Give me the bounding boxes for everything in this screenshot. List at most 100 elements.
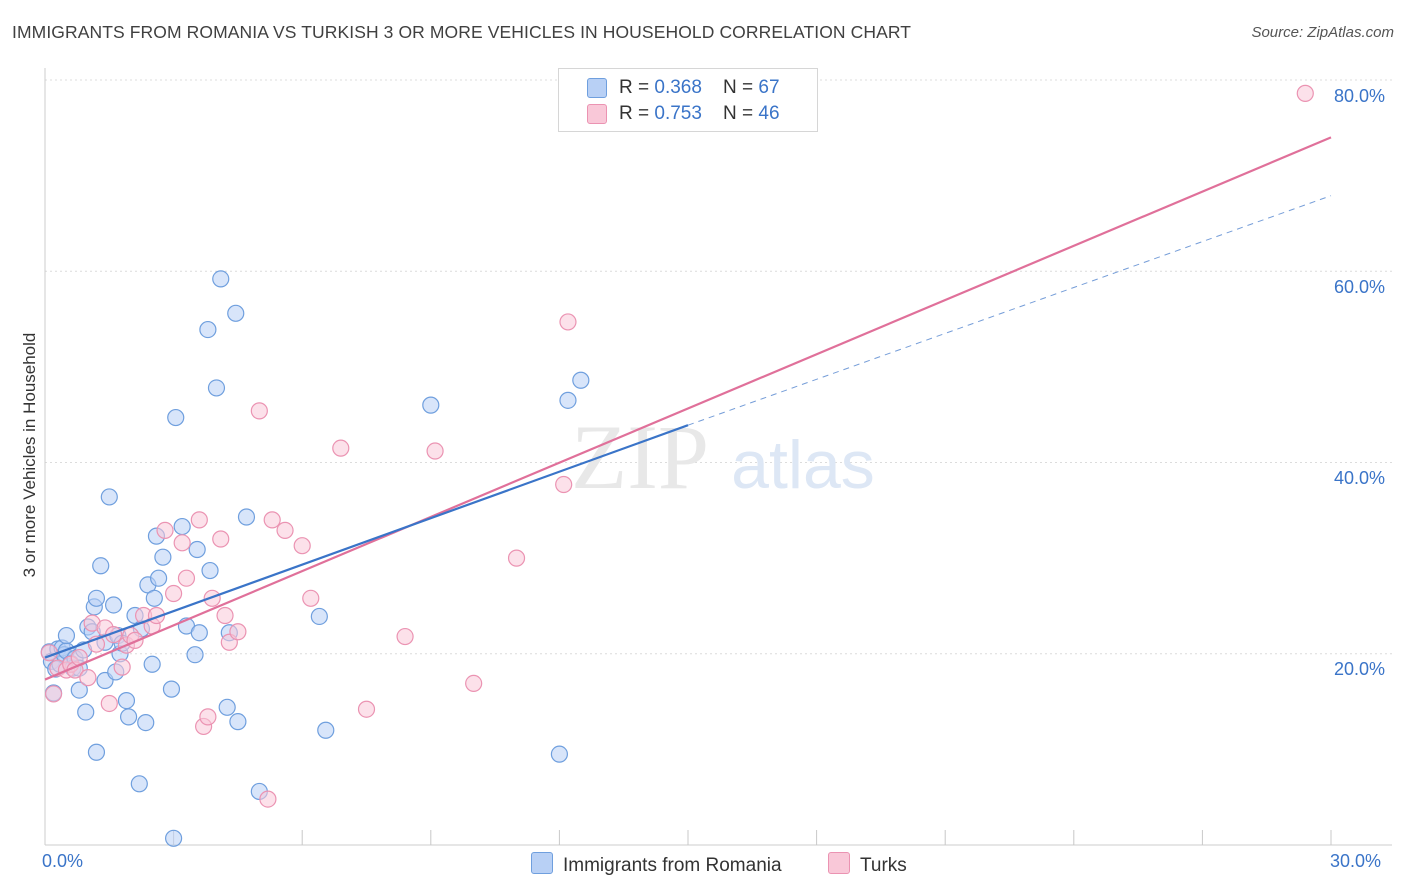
grid-lines <box>45 79 1392 655</box>
turks-point <box>216 606 234 625</box>
legend-swatch-turks <box>587 104 607 124</box>
legend-n-value: 46 <box>758 103 780 124</box>
x-tick-label: 30.0% <box>1330 851 1382 871</box>
bottom-legend-swatch-turks <box>828 852 850 874</box>
romania-point <box>212 270 230 288</box>
romania-point <box>229 713 247 731</box>
turks-point <box>165 584 183 603</box>
romania-point <box>137 713 155 732</box>
romania-point <box>130 775 148 793</box>
watermark-atlas: atlas <box>731 427 875 503</box>
romania-point <box>104 596 123 614</box>
romania-trend-line <box>44 424 689 659</box>
romania-point <box>227 304 245 322</box>
legend-r-value: 0.368 <box>654 77 702 98</box>
romania-point <box>572 371 590 389</box>
romania-point <box>173 517 191 536</box>
romania-point <box>162 680 181 698</box>
legend-n-label: N = <box>723 103 759 124</box>
turks-point <box>44 685 63 703</box>
source-label: Source: ZipAtlas.com <box>1251 24 1394 41</box>
y-tick-label: 20.0% <box>1334 659 1386 679</box>
x-tick-label: 0.0% <box>42 851 84 871</box>
turks-point <box>426 442 444 460</box>
turks-point <box>263 511 281 529</box>
turks-point <box>507 549 526 567</box>
watermark: ZIP atlas <box>571 406 875 508</box>
turks-point <box>113 658 131 676</box>
romania-point <box>550 745 569 763</box>
turks-point <box>199 708 217 726</box>
legend-r-value: 0.753 <box>654 103 702 124</box>
romania-point <box>145 589 163 607</box>
romania-point <box>154 548 172 566</box>
turks-point <box>177 569 196 587</box>
bottom-legend-swatch-romania <box>531 852 553 874</box>
romania-point <box>87 589 106 607</box>
trend-lines <box>44 136 1332 681</box>
romania-point <box>186 646 204 664</box>
romania-point <box>237 508 256 526</box>
series-romania-points <box>40 270 590 847</box>
turks-trend-line <box>44 136 1332 681</box>
axes <box>44 68 1392 846</box>
turks-point <box>465 674 483 692</box>
turks-point <box>332 439 350 457</box>
romania-point <box>119 708 138 726</box>
chart-title: IMMIGRANTS FROM ROMANIA VS TURKISH 3 OR … <box>12 22 912 42</box>
legend-n-label: N = <box>723 77 759 98</box>
legend: R = 0.368 N = 67 R = 0.753 N = 46 <box>558 68 818 132</box>
romania-point <box>77 703 95 721</box>
romania-point <box>559 391 577 409</box>
bottom-legend-romania: Immigrants from Romania <box>531 852 782 877</box>
y-tick-label: 80.0% <box>1334 86 1386 106</box>
watermark-zip: ZIP <box>571 406 709 508</box>
bottom-legend-turks: Turks <box>828 852 907 877</box>
romania-point <box>167 408 185 427</box>
romania-point <box>207 379 226 397</box>
turks-point <box>276 521 294 539</box>
y-tick-label: 60.0% <box>1334 277 1386 297</box>
turks-point <box>173 534 191 552</box>
legend-n-value: 67 <box>758 77 780 98</box>
romania-point <box>100 488 118 506</box>
turks-point <box>250 402 268 420</box>
turks-point <box>40 644 58 662</box>
romania-point <box>70 681 88 699</box>
romania-point <box>218 698 236 716</box>
turks-point <box>559 313 577 331</box>
bottom-legend-label-turks: Turks <box>860 855 907 876</box>
romania-point <box>149 569 168 587</box>
turks-point <box>79 669 97 687</box>
turks-point <box>357 700 376 718</box>
turks-point <box>396 627 414 646</box>
turks-point <box>1296 84 1314 102</box>
romania-point <box>57 626 76 645</box>
romania-point <box>317 721 335 739</box>
turks-point <box>555 475 573 494</box>
turks-point <box>229 623 247 641</box>
legend-swatch-romania <box>587 78 607 98</box>
y-tick-label: 40.0% <box>1334 468 1386 488</box>
romania-point <box>117 692 136 710</box>
turks-point <box>190 511 208 529</box>
romania-point <box>165 829 183 847</box>
turks-point <box>259 790 277 808</box>
romania-point <box>190 624 208 642</box>
romania-point <box>143 655 161 673</box>
romania-point <box>199 320 217 339</box>
romania-point <box>87 743 106 761</box>
legend-r-label: R = <box>619 77 655 98</box>
romania-point <box>310 607 328 626</box>
bottom-legend-label-romania: Immigrants from Romania <box>563 855 782 876</box>
turks-point <box>293 537 311 555</box>
turks-point <box>212 530 230 548</box>
series-turks-points <box>40 84 1314 808</box>
romania-point <box>422 396 440 414</box>
romania-point <box>188 540 206 559</box>
romania-point <box>201 561 219 580</box>
turks-point <box>156 521 174 539</box>
romania-point <box>92 557 110 575</box>
turks-point <box>100 694 118 713</box>
